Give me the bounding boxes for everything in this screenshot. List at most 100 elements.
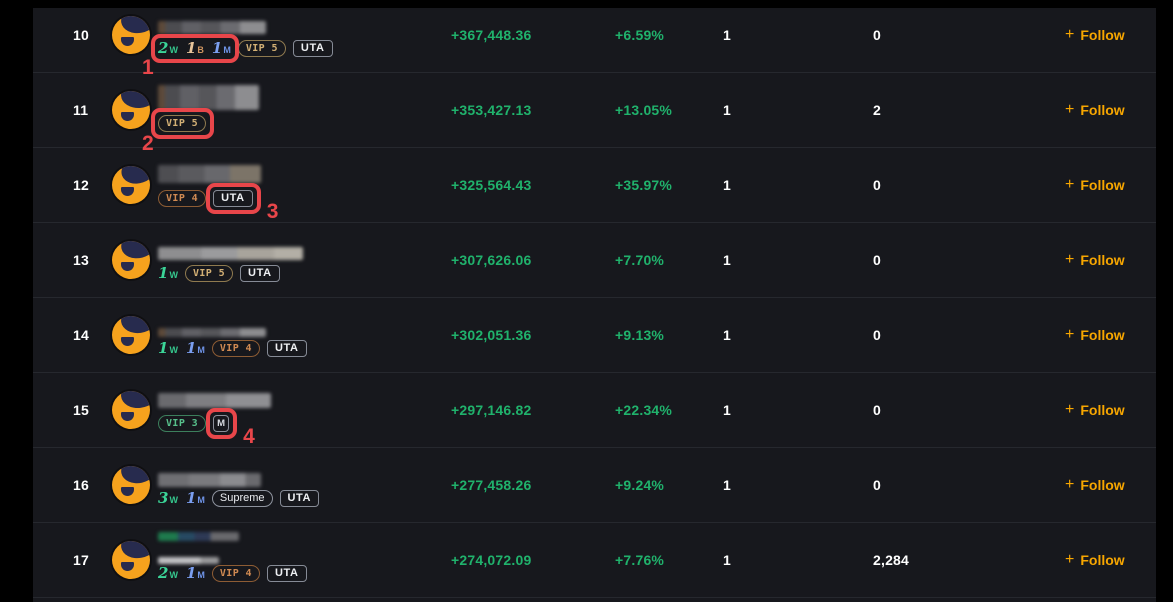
followers-count: 0 (873, 402, 881, 418)
medal-tier: W (169, 344, 178, 355)
roi-value: +22.34% (615, 402, 673, 418)
pnl-value: +274,072.09 (451, 552, 532, 568)
follow-button[interactable]: + Follow (1065, 223, 1125, 297)
avatar[interactable] (112, 91, 150, 129)
rank-cell: 15 (73, 402, 89, 418)
avatar[interactable] (112, 16, 150, 54)
followers-count: 0 (873, 327, 881, 343)
pnl-value: +353,427.13 (451, 102, 532, 118)
table-row[interactable]: 13 1 W VIP 5 UTA +307,626.06 +7.70% 1 0 + Follow (33, 223, 1156, 298)
rank-cell: 16 (73, 477, 89, 493)
trader-cell: 2 W 1 B 1 M 1 VIP 5 UTA (142, 0, 448, 78)
followers-count: 2,284 (873, 552, 910, 568)
avatar-mouth-icon (121, 487, 134, 496)
follow-button[interactable]: + Follow (1065, 148, 1125, 222)
pnl-value: +277,458.26 (451, 477, 532, 493)
vip-badge: VIP 3 (158, 414, 207, 432)
traders-count: 1 (723, 177, 731, 193)
table-row[interactable]: 12 VIP 4 UTA 3 +325,564.43 +35.97% 1 0 + Follow (33, 148, 1156, 223)
table-row[interactable]: 16 3 W 1 M Supreme UTA +277,458.26 +9.24% 1 0 + Foll… (33, 448, 1156, 523)
follow-button[interactable]: + Follow (1065, 523, 1125, 597)
annotation-number: 3 (266, 199, 279, 223)
avatar-mouth-icon (121, 187, 134, 196)
avatar-moon-cap-icon (118, 241, 150, 262)
table-row[interactable]: 11 VIP 5 2 +353,427.13 +13.05% 1 2 + Follow (33, 73, 1156, 154)
table-row[interactable]: 14 1 W 1 M VIP 4 UTA +302,051.36 +9.13% 1 0 + Follow (33, 298, 1156, 373)
avatar-moon-cap-icon (119, 391, 150, 410)
follow-button[interactable]: + Follow (1065, 373, 1125, 447)
table-row[interactable]: 15 VIP 3 M 4 +297,146.82 +22.34% 1 0 + Follow (33, 373, 1156, 448)
trader-cell: 3 W 1 M Supreme UTA (158, 448, 448, 522)
badge-line: 3 W 1 M Supreme UTA (158, 488, 320, 508)
followers-count: 2 (873, 102, 881, 118)
name-blur (158, 473, 261, 487)
avatar[interactable] (112, 391, 150, 429)
follow-label: Follow (1080, 102, 1125, 118)
plus-icon: + (1065, 475, 1075, 493)
roi-value: +35.97% (615, 177, 673, 193)
follow-button[interactable]: + Follow (1065, 298, 1125, 372)
traders-count: 1 (723, 477, 731, 493)
medal-tier: M (197, 569, 205, 580)
follow-label: Follow (1080, 252, 1125, 268)
vip-badge: VIP 4 (211, 339, 260, 357)
vip-badge: Supreme (211, 489, 273, 507)
top-edge-strip (0, 0, 1173, 8)
table-row[interactable]: 17 2 W 1 M VIP 4 UTA +274,072.09 +7.76% 1 2,284 + Fo… (33, 523, 1156, 598)
vip-badge: VIP 5 (158, 114, 207, 132)
uta-badge: UTA (266, 564, 307, 582)
badge-line: 2 W 1 M VIP 4 UTA (158, 563, 307, 583)
followers-count: 0 (873, 177, 881, 193)
follow-button[interactable]: + Follow (1065, 448, 1125, 522)
avatar[interactable] (112, 466, 150, 504)
pnl-value: +307,626.06 (451, 252, 532, 268)
pnl-value: +325,564.43 (451, 177, 532, 193)
table-row[interactable]: 10 2 W 1 B 1 M 1 VIP 5 UTA +367,448.36 +6.59% 1 0 + Fol… (33, 0, 1156, 78)
medal-tier: M (197, 494, 205, 505)
uta-badge: UTA (292, 39, 333, 57)
rank-cell: 12 (73, 177, 89, 193)
avatar[interactable] (112, 541, 150, 579)
avatar[interactable] (112, 166, 150, 204)
avatar[interactable] (112, 316, 150, 354)
name-blur (158, 328, 266, 337)
traders-count: 1 (723, 402, 731, 418)
follow-button[interactable]: + Follow (1065, 73, 1125, 147)
follow-button[interactable]: + Follow (1065, 0, 1125, 72)
name-blur (158, 165, 261, 183)
badge-line: 1 W VIP 5 UTA (158, 263, 280, 283)
medal-tier: W (169, 569, 178, 580)
roi-value: +7.70% (615, 252, 665, 268)
leaderboard-table: 10 2 W 1 B 1 M 1 VIP 5 UTA +367,448.36 +6.59% 1 0 + Fol… (33, 0, 1156, 598)
pnl-value: +302,051.36 (451, 327, 532, 343)
followers-count: 0 (873, 252, 881, 268)
traders-count: 1 (723, 27, 731, 43)
trader-cell: VIP 4 UTA 3 (158, 148, 448, 222)
vip-badge: VIP 4 (158, 189, 207, 207)
traders-count: 1 (723, 252, 731, 268)
plus-icon: + (1065, 550, 1075, 568)
avatar[interactable] (112, 241, 150, 279)
medal-count: 2 (158, 563, 169, 582)
follow-label: Follow (1080, 552, 1125, 568)
rank-cell: 14 (73, 327, 89, 343)
traders-count: 1 (723, 327, 731, 343)
follow-label: Follow (1080, 177, 1125, 193)
name-blur (158, 21, 266, 34)
avatar-moon-cap-icon (117, 166, 150, 189)
avatar-mouth-icon (121, 262, 134, 271)
